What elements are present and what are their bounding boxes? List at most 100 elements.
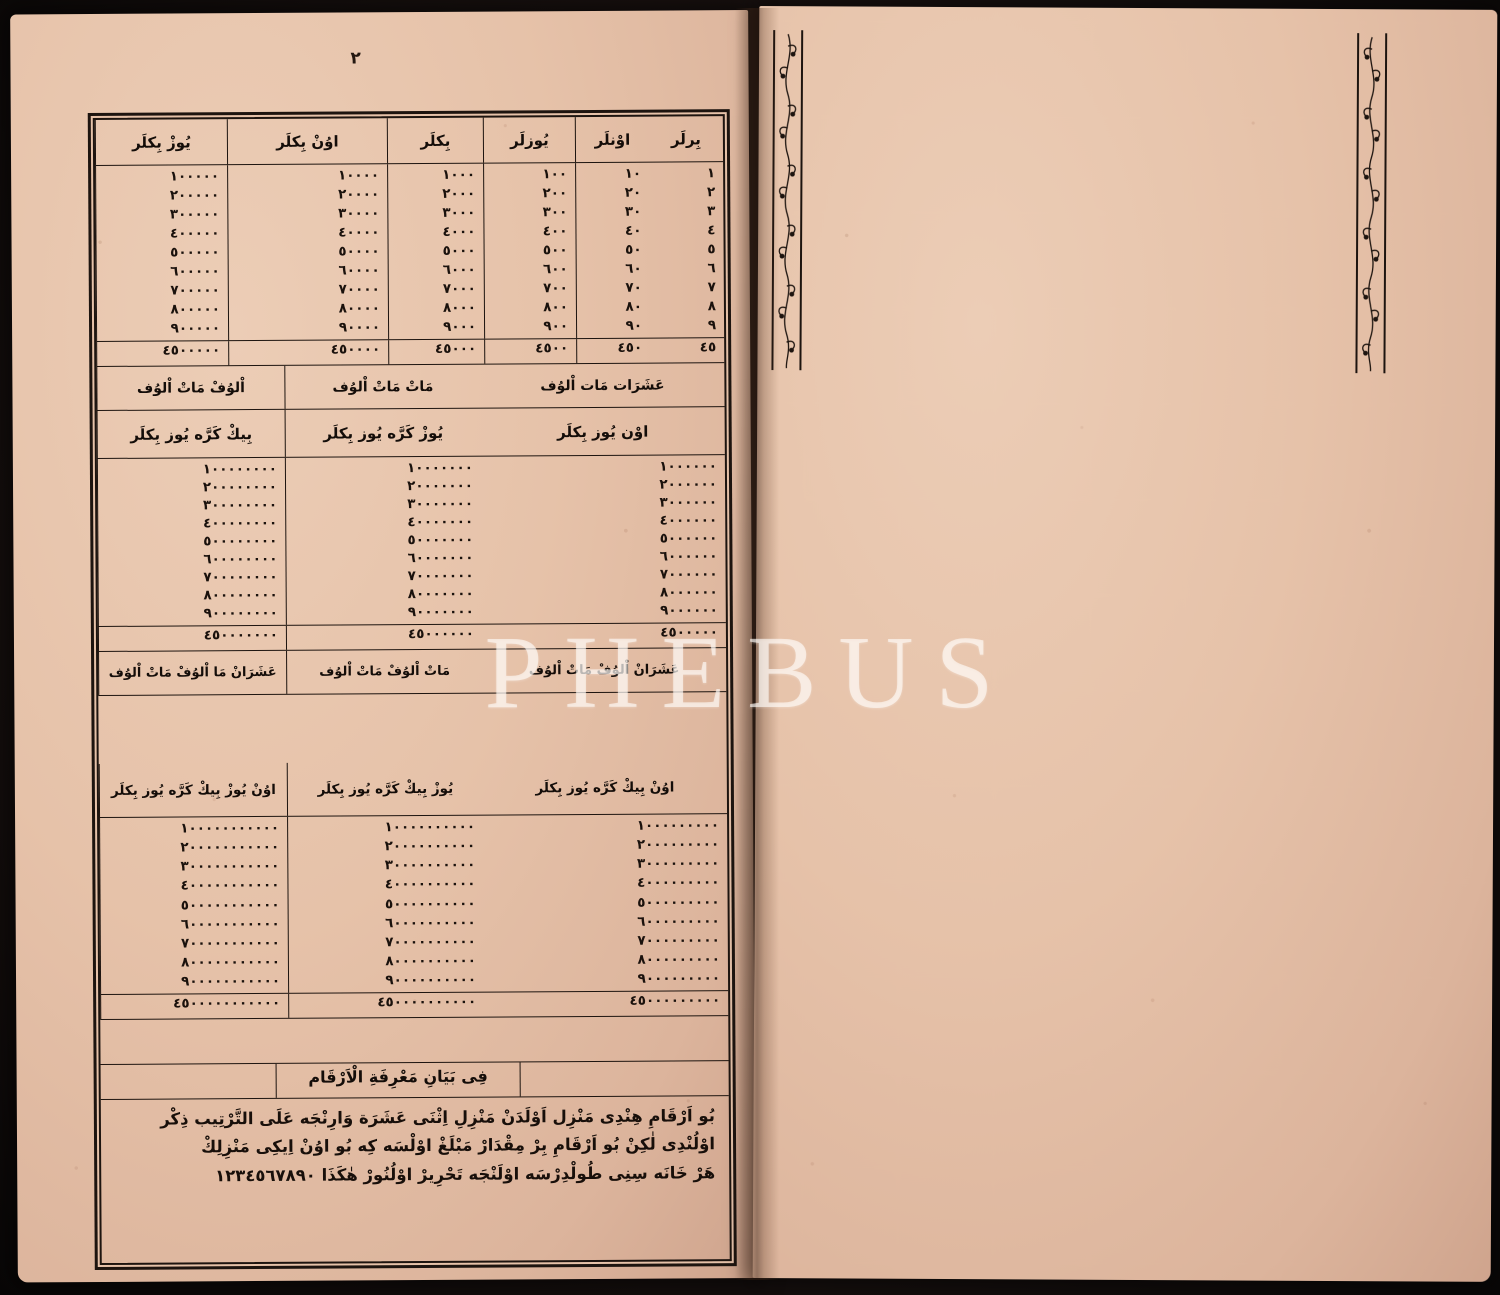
number-column-3: ١٠٠٠٠٠٠٠٠٠٠٠ ٢٠٠٠٠٠٠٠٠٠٠٠ ٣٠٠٠٠٠٠٠٠٠٠٠ ٤٠٠٠… bbox=[99, 816, 289, 994]
number-cell-r1-c2: ١٠ bbox=[624, 165, 642, 182]
number-cell-r9-c6: ٩٠٠٠٠٠ bbox=[170, 320, 221, 337]
number-cell-r1-c3: ١٠٠٠٠٠٠٠٠ bbox=[202, 460, 277, 478]
block2-number-grid: ١٠٠٠٠٠٠ ٢٠٠٠٠٠٠ ٣٠٠٠٠٠٠ ٤٠٠٠٠٠٠ ٥٠٠٠٠٠٠ ٦٠٠٠٠… bbox=[96, 455, 726, 626]
header-thousand-times-hundred-thousands: بِيكْ كَرَّه يُوز بِكلَر bbox=[96, 409, 285, 458]
number-cell-r1-c3: ١٠٠٠٠٠٠٠٠٠٠٠ bbox=[180, 819, 280, 837]
sum-cell-c1: ٤٥٠٠٠٠٠ bbox=[660, 624, 718, 641]
number-cell-r3-c3: ٣٠٠٠٠٠٠٠٠٠٠٠ bbox=[180, 858, 280, 875]
vine-ornament-icon bbox=[1362, 37, 1381, 372]
header-arabic-hundred-hundred-thousands: مَاتْ مَاتْ اْلوُف bbox=[284, 364, 481, 409]
number-cell-r1-c1: ١ bbox=[706, 165, 716, 182]
number-cell-r8-c1: ٨٠٠٠٠٠٠٠٠٠ bbox=[637, 951, 720, 968]
header-arabic-b2-c: عَشَرَانْ مَا اْلوُفْ مَاتْ اْلوُف bbox=[98, 650, 287, 695]
block1-sum-row: ٤٥ ٤٥٠ ٤٥٠٠ ٤٥٠٠٠ ٤٥٠٠٠٠ ٤٥٠٠٠٠٠ bbox=[96, 337, 725, 368]
number-cell-r8-c6: ٨٠٠٠٠٠ bbox=[170, 301, 220, 318]
number-cell-r5-c2: ٥٠٠٠٠٠٠٠٠٠٠ bbox=[384, 895, 476, 912]
number-cell-r5-c4: ٥٠٠٠ bbox=[442, 242, 476, 259]
number-cell-r3-c3: ٣٠٠٠٠٠٠٠٠ bbox=[202, 496, 278, 514]
sum-cell-c3: ٤٥٠٠٠٠٠٠٠٠٠٠٠ bbox=[100, 993, 289, 1019]
number-cell-r4-c3: ٤٠٠ bbox=[542, 223, 568, 240]
left-body-line-2: اوْلُنْدِى لٰكِنْ بُو اَرْقَامِ بِرْ مِق… bbox=[200, 1134, 716, 1157]
block3-number-grid: ١٠٠٠٠٠٠٠٠٠ ٢٠٠٠٠٠٠٠٠٠ ٣٠٠٠٠٠٠٠٠٠ ٤٠٠٠٠٠٠٠٠٠… bbox=[99, 814, 728, 994]
number-cell-r6-c1: ٦ bbox=[707, 260, 716, 277]
number-cell-r1-c6: ١٠٠٠٠٠ bbox=[169, 168, 220, 185]
number-cell-r7-c2: ٧٠٠٠٠٠٠٠٠٠٠ bbox=[385, 933, 476, 951]
number-cell-r7-c1: ٧٠٠٠٠٠٠ bbox=[659, 566, 718, 583]
header-b3-a: اوُنْ بِيكْ كَرَّه يُوز بِكلَر bbox=[535, 778, 675, 796]
number-cell-r4-c1: ٤٠٠٠٠٠٠٠٠٠ bbox=[637, 874, 720, 892]
number-cell-r7-c3: ٧٠٠٠٠٠٠٠٠ bbox=[203, 568, 278, 586]
number-cell-r2-c1: ٢ bbox=[706, 184, 716, 201]
number-cell-r9-c2: ٩٠٠٠٠٠٠٠٠٠٠ bbox=[385, 971, 477, 989]
block2-sum-row: ٤٥٠٠٠٠٠ ٤٥٠٠٠٠٠٠ ٤٥٠٠٠٠٠٠٠ bbox=[97, 622, 727, 652]
number-cell-r2-c3: ٢٠٠٠٠٠٠٠٠٠٠٠ bbox=[180, 839, 280, 856]
number-cell-r7-c2: ٧٠٠٠٠٠٠٠ bbox=[407, 567, 474, 585]
number-cell-r6-c2: ٦٠٠٠٠٠٠٠ bbox=[407, 549, 474, 567]
header-ten-thousands: اوُنْ بِكلَر bbox=[226, 118, 388, 165]
heading-spacer-right bbox=[519, 1061, 729, 1097]
number-cell-r7-c1: ٧٠٠٠٠٠٠٠٠٠ bbox=[637, 932, 720, 949]
number-cell-r3-c1: ٣٠٠٠٠٠٠٠٠٠ bbox=[636, 855, 720, 872]
number-cell-r5-c3: ٥٠٠٠٠٠٠٠٠٠٠٠ bbox=[180, 896, 280, 914]
number-cell-r8-c2: ٨٠٠٠٠٠٠٠٠٠٠ bbox=[385, 952, 476, 970]
number-cell-r2-c1: ٢٠٠٠٠٠٠ bbox=[659, 476, 718, 493]
number-cell-r7-c3: ٧٠٠ bbox=[543, 280, 568, 297]
number-cell-r5-c1: ٥ bbox=[707, 241, 716, 258]
block2-header-row-turkish: اوْن يُوز بِكلَر يُوزْ كَرَّه يُوز بِكلَ… bbox=[96, 407, 725, 459]
number-cell-r1-c5: ١٠٠٠٠ bbox=[337, 167, 380, 184]
block3-sum-row: ٤٥٠٠٠٠٠٠٠٠٠ ٤٥٠٠٠٠٠٠٠٠٠٠ ٤٥٠٠٠٠٠٠٠٠٠٠٠ bbox=[100, 990, 729, 1020]
block1-number-grid: ١ ٢ ٣ ٤ ٥ ٦ ٧ ٨ ٩ ١٠ ٢٠ ٣٠ ٤٠ ٥٠ ٦٠ ٧٠ ٨٠ ٩٠ ١٠٠ ٢٠٠ ٣٠٠ ٤٠٠ ٥… bbox=[95, 162, 724, 342]
number-cell-r7-c2: ٧٠ bbox=[625, 279, 642, 296]
number-column-2: ١٠٠٠٠٠٠٠ ٢٠٠٠٠٠٠٠ ٣٠٠٠٠٠٠٠ ٤٠٠٠٠٠٠٠ ٥٠٠٠٠٠٠٠… bbox=[284, 456, 482, 625]
number-column-1: ١ ٢ ٣ ٤ ٥ ٦ ٧ ٨ ٩ bbox=[649, 162, 724, 337]
number-cell-r2-c2: ٢٠٠٠٠٠٠٠ bbox=[407, 477, 474, 495]
number-cell-r2-c3: ٢٠٠٠٠٠٠٠٠ bbox=[202, 478, 278, 496]
number-cell-r9-c1: ٩٠٠٠٠٠٠ bbox=[660, 602, 718, 619]
number-cell-r6-c5: ٦٠٠٠٠ bbox=[338, 262, 380, 279]
sum-cell-c2: ٤٥٠٠٠٠٠٠٠٠٠٠ bbox=[288, 992, 485, 1018]
block1-header-row-turkish: بِرلَر اوْنلَر يُوزلَر بِكلَر اوُنْ بِكل… bbox=[94, 116, 724, 167]
number-cell-r3-c1: ٣٠٠٠٠٠٠ bbox=[659, 494, 718, 511]
left-page-frame: بِرلَر اوْنلَر يُوزلَر بِكلَر اوُنْ بِكل… bbox=[92, 114, 732, 1265]
number-cell-r4-c3: ٤٠٠٠٠٠٠٠٠٠٠٠ bbox=[180, 877, 280, 894]
sum-cell-c2: ٤٥٠٠٠٠٠٠ bbox=[285, 624, 483, 650]
number-cell-r3-c1: ٣ bbox=[707, 203, 716, 220]
number-cell-r9-c1: ٩ bbox=[707, 317, 717, 334]
number-cell-r1-c2: ١٠٠٠٠٠٠٠ bbox=[406, 459, 473, 477]
header-ones: بِرلَر bbox=[670, 129, 701, 148]
number-cell-r3-c5: ٣٠٠٠٠ bbox=[338, 205, 380, 222]
header-arabic-tens-of-hundred-thousands: عَشَرَات مَات اْلوُف bbox=[540, 377, 665, 394]
block3-header-row-turkish: اوُنْ بِيكْ كَرَّه يُوز بِكلَر يُوزْ بِي… bbox=[98, 760, 728, 818]
number-cell-r9-c5: ٩٠٠٠٠ bbox=[338, 319, 381, 336]
number-cell-r3-c2: ٣٠ bbox=[624, 203, 642, 220]
sum-cell-c2: ٤٥٠ bbox=[576, 338, 651, 364]
sum-cell-c1: ٤٥٠٠٠٠٠٠٠٠٠ bbox=[629, 992, 721, 1009]
number-cell-r6-c3: ٦٠٠٠٠٠٠٠٠٠٠٠ bbox=[180, 915, 280, 933]
number-cell-r4-c3: ٤٠٠٠٠٠٠٠٠ bbox=[203, 514, 278, 532]
number-cell-r6-c1: ٦٠٠٠٠٠٠٠٠٠ bbox=[637, 912, 720, 930]
number-cell-r5-c6: ٥٠٠٠٠٠ bbox=[170, 244, 220, 261]
number-cell-r7-c4: ٧٠٠٠ bbox=[442, 280, 476, 297]
header-hundreds: يُوزلَر bbox=[482, 117, 576, 163]
number-cell-r5-c2: ٥٠ bbox=[625, 241, 642, 258]
number-column-3: ١٠٠٠٠٠٠٠٠ ٢٠٠٠٠٠٠٠٠ ٣٠٠٠٠٠٠٠٠ ٤٠٠٠٠٠٠٠٠ ٥٠٠٠… bbox=[96, 457, 286, 626]
number-cell-r6-c1: ٦٠٠٠٠٠٠ bbox=[659, 548, 718, 565]
sum-cell-c3: ٤٥٠٠ bbox=[484, 339, 577, 364]
number-cell-r2-c3: ٢٠٠ bbox=[542, 185, 568, 202]
section-heading-row: فِى بَيَانِ مَعْرِفَةِ الْاَرْقَام bbox=[100, 1060, 729, 1100]
number-cell-r8-c2: ٨٠ bbox=[625, 298, 642, 315]
number-column-4: ١٠٠٠ ٢٠٠٠ ٣٠٠٠ ٤٠٠٠ ٥٠٠٠ ٦٠٠٠ ٧٠٠٠ ٨٠٠٠ ٩٠٠٠ bbox=[387, 163, 485, 340]
number-cell-r4-c6: ٤٠٠٠٠٠ bbox=[169, 225, 220, 242]
number-cell-r9-c3: ٩٠٠ bbox=[543, 318, 569, 335]
folio-number-left: ٢ bbox=[350, 48, 361, 69]
number-cell-r6-c4: ٦٠٠٠ bbox=[442, 261, 476, 278]
number-cell-r1-c4: ١٠٠٠ bbox=[442, 166, 476, 183]
left-section-heading-band: فِى بَيَانِ مَعْرِفَةِ الْاَرْقَام bbox=[100, 1060, 729, 1100]
number-cell-r5-c2: ٥٠٠٠٠٠٠٠ bbox=[407, 531, 474, 549]
vine-ornament-icon-2 bbox=[778, 33, 797, 369]
header-ten-hundred-thousands: اوْن يُوز بِكلَر bbox=[557, 422, 649, 441]
number-cell-r9-c1: ٩٠٠٠٠٠٠٠٠٠ bbox=[637, 970, 721, 987]
number-column-3: ١٠٠ ٢٠٠ ٣٠٠ ٤٠٠ ٥٠٠ ٦٠٠ ٧٠٠ ٨٠٠ ٩٠٠ bbox=[483, 163, 577, 339]
number-cell-r5-c3: ٥٠٠٠٠٠٠٠٠ bbox=[203, 532, 278, 550]
